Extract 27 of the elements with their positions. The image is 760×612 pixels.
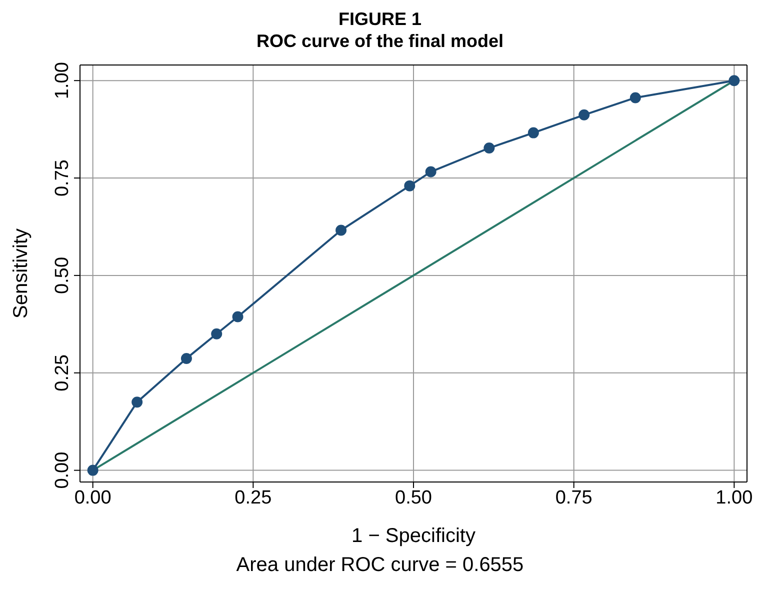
point (87, 464, 98, 476)
y-tick-label: 0.50 (52, 256, 73, 294)
x-tick-label: 0.75 (555, 487, 592, 508)
chart-subtitle: ROC curve of the final model (255, 30, 505, 52)
x-axis-title: 1 − Specificity (352, 525, 476, 547)
point (404, 180, 416, 192)
point (728, 75, 740, 86)
x-tick-label: 0.25 (234, 487, 272, 508)
point (425, 166, 436, 178)
y-tick-label: 0.75 (52, 160, 73, 197)
x-tick-label: 1.00 (716, 487, 753, 508)
point (484, 142, 495, 154)
point (180, 352, 192, 364)
y-tick-label: 0.25 (52, 354, 73, 392)
point (630, 92, 641, 104)
text: Area under ROC curve = 0.6555 (235, 554, 525, 577)
x-tick-label: 0.00 (74, 487, 112, 508)
point (578, 109, 590, 120)
y-tick-label: 1.00 (52, 62, 73, 100)
y-axis-title: Sensitivity (10, 228, 32, 319)
point (336, 224, 347, 236)
point (528, 127, 539, 138)
point (211, 328, 222, 340)
point (132, 396, 143, 408)
x-tick-label: 0.50 (395, 487, 432, 508)
chart-title: FIGURE 1 (337, 8, 422, 30)
point (232, 311, 244, 322)
